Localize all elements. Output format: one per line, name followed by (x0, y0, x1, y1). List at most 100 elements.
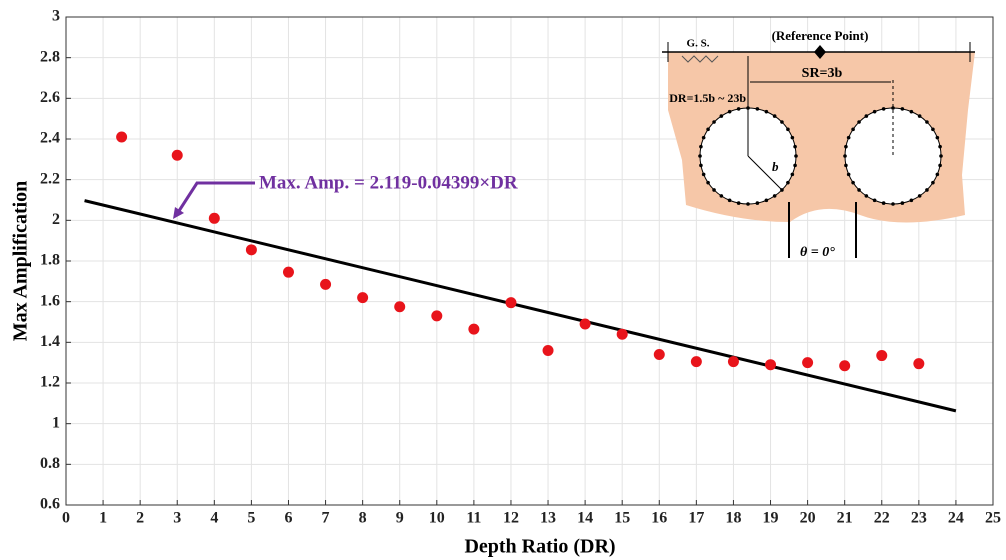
node-dot (794, 154, 798, 158)
x-tick-label: 19 (763, 510, 779, 527)
node-dot (736, 201, 741, 205)
fit-line (84, 199, 957, 413)
node-dot (900, 107, 905, 111)
node-dot (872, 109, 877, 114)
x-tick-label: 23 (911, 510, 927, 527)
y-tick-label: 2.4 (40, 130, 60, 147)
data-point (876, 350, 888, 362)
inset-diagram: (Reference Point) G. S. SR=3b DR=1.5b ~ … (662, 28, 975, 260)
node-dot (925, 188, 929, 192)
node-dot (764, 109, 769, 114)
annotation: Max. Amp. = 2.119-0.04399×DR (259, 172, 518, 193)
node-dot (706, 180, 710, 185)
y-tick-label: 3 (52, 8, 60, 25)
node-dot (917, 114, 922, 118)
node-dot (851, 127, 855, 132)
data-point (431, 310, 443, 322)
node-dot (939, 154, 943, 158)
y-axis-title: Max Amplification (10, 181, 32, 342)
node-dot (864, 194, 869, 198)
node-dot (843, 154, 847, 158)
node-dot (793, 144, 797, 149)
data-point (690, 356, 702, 368)
node-dot (935, 172, 940, 177)
node-dot (786, 127, 790, 132)
node-dot (846, 135, 851, 140)
data-point (505, 297, 517, 309)
node-dot (746, 202, 750, 206)
y-tick-label: 0.6 (40, 496, 60, 513)
x-tick-label: 15 (614, 510, 630, 527)
node-dot (935, 135, 940, 140)
node-dot (938, 144, 942, 149)
node-dot (698, 154, 702, 158)
x-axis-title: Depth Ratio (DR) (464, 536, 615, 558)
node-dot (790, 172, 795, 177)
y-tick-label: 2.8 (40, 48, 60, 65)
x-tick-label: 7 (322, 510, 330, 527)
y-tick-label: 0.8 (40, 455, 60, 472)
data-point (913, 358, 925, 370)
x-tick-label: 1 (99, 510, 107, 527)
data-point (208, 212, 220, 224)
annotation-arrowhead (173, 207, 184, 219)
spacing-label: SR=3b (802, 66, 843, 81)
node-dot (772, 114, 777, 118)
reference-marker (814, 45, 826, 59)
node-dot (772, 194, 777, 198)
node-dot (872, 198, 877, 203)
node-dot (719, 114, 724, 118)
x-tick-label: 0 (62, 510, 70, 527)
y-tick-label: 1.4 (40, 333, 60, 350)
x-tick-label: 17 (688, 510, 704, 527)
data-point (579, 318, 591, 330)
node-dot (931, 180, 935, 185)
x-tick-label: 22 (874, 510, 890, 527)
node-dot (917, 194, 922, 198)
depth-label: DR=1.5b ~ 23b (669, 91, 746, 105)
node-dot (701, 172, 706, 177)
y-tick-label: 1.2 (40, 374, 60, 391)
node-dot (755, 201, 760, 205)
y-tick-label: 1 (52, 414, 60, 431)
data-point (653, 349, 665, 361)
node-dot (790, 135, 795, 140)
data-point (542, 344, 554, 356)
node-dot (846, 172, 851, 177)
node-dot (857, 120, 861, 124)
x-tick-label: 6 (284, 510, 292, 527)
ground-hatch (681, 55, 719, 63)
x-tick-label: 3 (173, 510, 181, 527)
radius-line (747, 155, 783, 191)
reference-label: (Reference Point) (772, 28, 869, 43)
data-point (765, 359, 777, 371)
x-tick-label: 5 (247, 510, 255, 527)
x-tick-label: 9 (396, 510, 404, 527)
node-dot (881, 201, 886, 205)
node-dot (881, 107, 886, 111)
data-point (357, 292, 369, 304)
data-point (320, 278, 332, 290)
node-dot (793, 163, 797, 168)
y-tick-label: 1.8 (40, 252, 60, 269)
node-dot (938, 163, 942, 168)
data-point (468, 323, 480, 335)
data-point (282, 266, 294, 278)
x-tick-label: 10 (429, 510, 445, 527)
node-dot (764, 198, 769, 203)
y-tick-label: 2 (52, 211, 60, 228)
node-dot (891, 106, 895, 110)
x-tick-label: 20 (800, 510, 816, 527)
data-point (727, 356, 739, 368)
x-tick-label: 13 (540, 510, 556, 527)
node-dot (891, 202, 895, 206)
y-tick-label: 2.6 (40, 89, 60, 106)
y-tick-label: 2.2 (40, 170, 60, 187)
x-tick-label: 8 (359, 510, 367, 527)
x-tick-label: 2 (136, 510, 144, 527)
x-tick-label: 11 (466, 510, 481, 527)
node-dot (851, 180, 855, 185)
x-tick-label: 14 (577, 510, 593, 527)
node-dot (727, 109, 732, 114)
x-tick-label: 25 (985, 510, 1001, 527)
